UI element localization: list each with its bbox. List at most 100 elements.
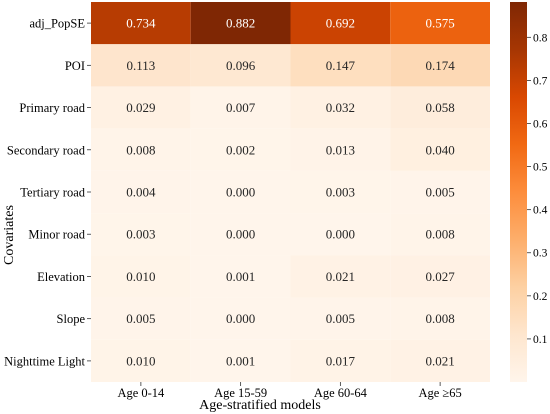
cell-value-label: 0.017 <box>326 353 356 368</box>
y-tick-label: Minor road <box>28 228 85 242</box>
heatmap-cell-1-3 <box>390 44 490 87</box>
cell-value-label: 0.021 <box>426 353 455 368</box>
heatmap-cell-6-1 <box>190 255 291 298</box>
cell-value-label: 0.021 <box>326 269 355 284</box>
colorbar-tick-label: 0.6 <box>533 118 548 130</box>
y-axis-tick-labels: adj_PopSE POI Primary road Secondary road Te… <box>4 17 91 368</box>
y-tick-label: POI <box>65 59 85 73</box>
cell-value-label: 0.029 <box>126 100 155 115</box>
cell-value-label: 0.004 <box>126 185 156 200</box>
heatmap-cell-7-2 <box>290 297 391 340</box>
heatmap-cell-6-3 <box>390 255 490 298</box>
x-tick-label: Age 0-14 <box>117 386 165 400</box>
heatmap-cell-4-3 <box>390 170 490 214</box>
y-axis-label: Covariates <box>2 205 17 265</box>
heatmap-cell-1-0 <box>91 44 191 87</box>
cell-value-label: 0.008 <box>126 142 155 157</box>
cell-value-label: 0.882 <box>226 16 255 31</box>
heatmap-cell-3-3 <box>390 128 490 171</box>
colorbar <box>510 2 527 382</box>
heatmap-cell-5-2 <box>290 213 391 256</box>
heatmap-cell-8-1 <box>190 339 291 382</box>
cell-value-label: 0.007 <box>226 100 256 115</box>
colorbar-ticks: 0.1 0.2 0.3 0.4 0.5 0.6 0.7 0.8 <box>527 32 548 346</box>
x-tick-label: Age 15-59 <box>214 386 267 400</box>
y-tick-label: Nighttime Light <box>4 354 85 368</box>
heatmap-cell-8-2 <box>290 339 391 382</box>
heatmap-cell-4-0 <box>91 170 191 214</box>
cell-value-label: 0.001 <box>226 353 255 368</box>
y-tick-label: Slope <box>57 312 86 326</box>
heatmap-cells <box>91 2 490 382</box>
cell-value-label: 0.010 <box>126 269 155 284</box>
cell-value-label: 0.575 <box>426 16 455 31</box>
cell-value-label: 0.005 <box>426 185 455 200</box>
heatmap-cell-3-0 <box>91 128 191 171</box>
heatmap-cell-3-1 <box>190 128 291 171</box>
cell-value-label: 0.113 <box>126 58 155 73</box>
heatmap-cell-8-0 <box>91 339 191 382</box>
cell-value-label: 0.147 <box>326 58 356 73</box>
cell-value-label: 0.002 <box>226 142 255 157</box>
cell-value-label: 0.005 <box>326 311 355 326</box>
cell-value-label: 0.003 <box>126 227 155 242</box>
cell-value-label: 0.000 <box>326 227 355 242</box>
cell-value-label: 0.000 <box>226 185 255 200</box>
heatmap-cell-4-1 <box>190 170 291 214</box>
heatmap-cell-labels: 0.734 0.882 0.692 0.575 0.113 0.096 0.147 0.174… <box>126 16 455 369</box>
heatmap-cell-1-2 <box>290 44 391 87</box>
cell-value-label: 0.000 <box>226 227 255 242</box>
cell-value-label: 0.005 <box>126 311 155 326</box>
cell-value-label: 0.040 <box>426 142 455 157</box>
heatmap-cell-1-1 <box>190 44 291 87</box>
cell-value-label: 0.058 <box>426 100 455 115</box>
heatmap-cell-5-0 <box>91 213 191 256</box>
x-tick-label: Age 60-64 <box>314 386 368 400</box>
x-tick-label: Age ≥65 <box>418 386 461 400</box>
cell-value-label: 0.008 <box>426 311 455 326</box>
y-tick-label: adj_PopSE <box>29 17 85 31</box>
cell-value-label: 0.010 <box>126 353 155 368</box>
cell-value-label: 0.692 <box>326 16 355 31</box>
heatmap-cell-7-1 <box>190 297 291 340</box>
heatmap-cell-2-2 <box>290 86 391 129</box>
colorbar-tick-label: 0.1 <box>533 334 548 346</box>
heatmap-cell-6-2 <box>290 255 391 298</box>
cell-value-label: 0.027 <box>426 269 456 284</box>
heatmap-cell-2-1 <box>190 86 291 129</box>
heatmap-cell-7-0 <box>91 297 191 340</box>
heatmap-cell-4-2 <box>290 170 391 214</box>
colorbar-tick-label: 0.3 <box>533 248 548 260</box>
colorbar-tick-label: 0.5 <box>533 162 548 174</box>
y-tick-label: Tertiary road <box>20 186 85 200</box>
cell-value-label: 0.174 <box>426 58 456 73</box>
y-tick-label: Elevation <box>37 270 86 284</box>
heatmap-cell-0-0 <box>91 2 191 45</box>
cell-value-label: 0.096 <box>226 58 256 73</box>
cell-value-label: 0.734 <box>126 16 156 31</box>
heatmap-cell-0-2 <box>290 2 391 45</box>
colorbar-tick-label: 0.8 <box>533 32 548 44</box>
heatmap-cell-0-3 <box>390 2 490 45</box>
heatmap-cell-8-3 <box>390 339 490 382</box>
cell-value-label: 0.032 <box>326 100 355 115</box>
y-tick-label: Secondary road <box>7 143 86 157</box>
heatmap-cell-3-2 <box>290 128 391 171</box>
cell-value-label: 0.000 <box>226 311 255 326</box>
heatmap-cell-2-3 <box>390 86 490 129</box>
colorbar-tick-label: 0.7 <box>533 75 548 87</box>
heatmap-cell-5-3 <box>390 213 490 256</box>
heatmap-cell-0-1 <box>190 2 291 45</box>
cell-value-label: 0.001 <box>226 269 255 284</box>
cell-value-label: 0.008 <box>426 227 455 242</box>
heatmap-cell-7-3 <box>390 297 490 340</box>
cell-value-label: 0.003 <box>326 185 355 200</box>
cell-value-label: 0.013 <box>326 142 355 157</box>
x-axis-tick-labels: Age 0-14 Age 15-59 Age 60-64 Age ≥65 <box>117 382 462 400</box>
heatmap-cell-2-0 <box>91 86 191 129</box>
heatmap-cell-6-0 <box>91 255 191 298</box>
colorbar-tick-label: 0.4 <box>533 205 548 217</box>
x-axis-label: Age-stratified models <box>199 398 321 413</box>
colorbar-tick-label: 0.2 <box>533 291 548 303</box>
